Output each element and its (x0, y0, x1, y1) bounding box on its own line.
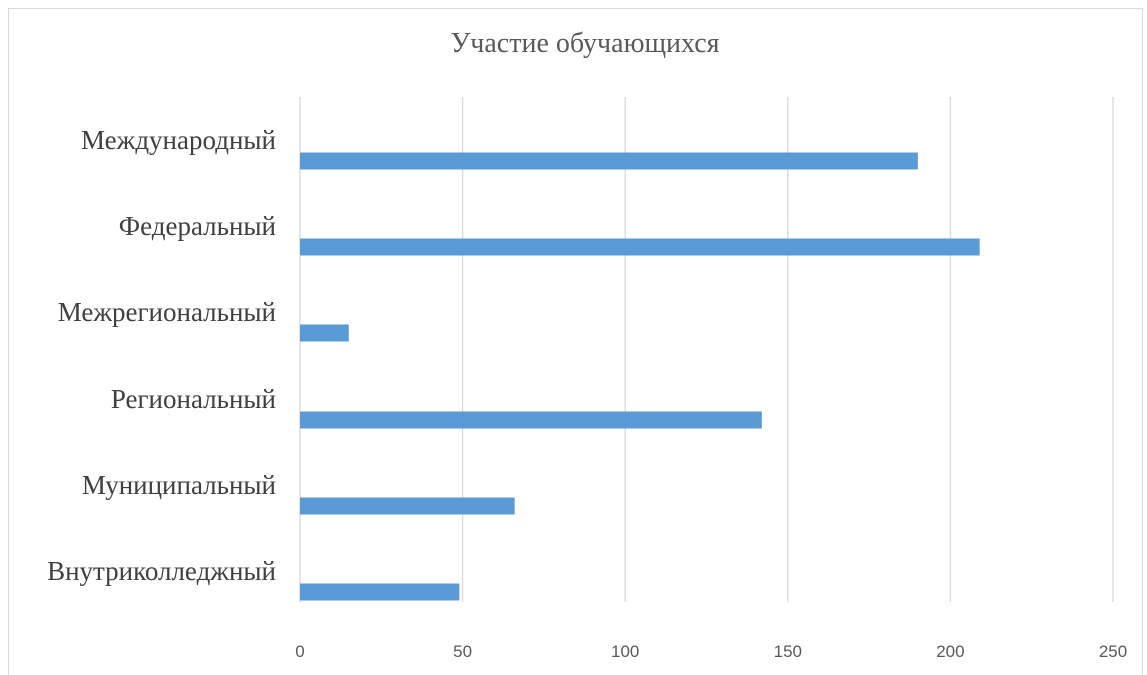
bar-1 (300, 152, 918, 170)
chart-frame (8, 8, 1143, 675)
bar-2 (300, 238, 980, 256)
bar-3 (300, 324, 349, 342)
x-tick-label: 200 (936, 642, 964, 661)
chart-title: Участие обучающихся (450, 28, 720, 59)
x-tick-label: 250 (1099, 642, 1127, 661)
bar-4 (300, 411, 762, 429)
category-label: Внутриколледжный (47, 556, 276, 586)
x-tick-label: 50 (453, 642, 472, 661)
category-label: Муниципальный (82, 470, 276, 500)
x-tick-label: 0 (295, 642, 304, 661)
x-tick-label: 150 (774, 642, 802, 661)
category-label: Федеральный (119, 211, 276, 241)
bar-6 (300, 583, 460, 601)
category-label: Международный (81, 125, 276, 155)
category-label: Региональный (111, 384, 276, 414)
category-label: Межрегиональный (58, 297, 276, 327)
bar-5 (300, 497, 515, 515)
x-tick-label: 100 (611, 642, 639, 661)
